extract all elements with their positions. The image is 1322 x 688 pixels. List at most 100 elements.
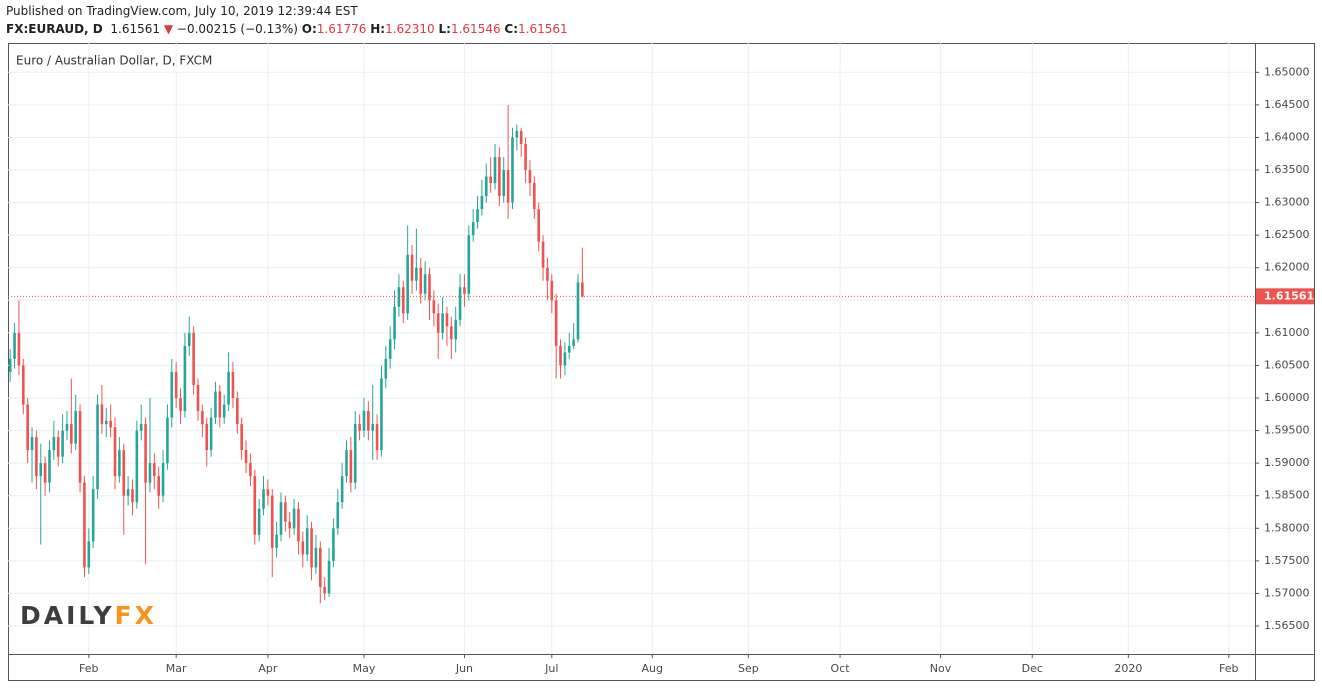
candle-body <box>65 424 69 431</box>
candle-body <box>314 547 318 568</box>
candle-body <box>39 463 43 477</box>
candle-body <box>284 502 287 522</box>
candle-body <box>445 313 449 327</box>
candle-body <box>52 437 56 451</box>
candle-body <box>327 560 331 594</box>
candle-body <box>135 430 139 503</box>
candle-body <box>349 450 353 483</box>
high-label: H: <box>370 22 386 36</box>
y-tick-label: 1.60500 <box>1264 358 1310 371</box>
y-tick-label: 1.59500 <box>1264 424 1310 437</box>
candle-body <box>524 143 527 171</box>
candle-body <box>436 313 440 333</box>
candle-body <box>353 424 357 483</box>
candle-body <box>310 528 313 568</box>
candle-body <box>332 528 335 561</box>
candle-body <box>13 332 16 359</box>
candle-body <box>467 235 471 294</box>
candle-body <box>174 371 178 399</box>
candle-body <box>537 209 540 242</box>
candle-body <box>244 450 248 464</box>
x-tick-label: Dec <box>1022 662 1043 675</box>
x-tick-label: Feb <box>1219 662 1238 675</box>
grid <box>8 43 1255 654</box>
candle-body <box>318 547 322 587</box>
candle-body <box>384 358 388 379</box>
candle-body <box>428 274 431 301</box>
candle-body <box>78 411 82 483</box>
candle-body <box>240 424 243 451</box>
y-tick-label: 1.58000 <box>1264 521 1310 534</box>
candle-body <box>297 508 300 542</box>
watermark: DAILYFX <box>20 601 157 630</box>
candle-body <box>519 130 523 144</box>
candle-body <box>450 326 453 340</box>
candle-body <box>196 384 200 412</box>
x-tick-label: Sep <box>738 662 759 675</box>
y-tick-label: 1.57500 <box>1264 554 1310 567</box>
candle-body <box>209 417 213 451</box>
candle-body <box>388 339 392 359</box>
candle-body <box>26 404 29 451</box>
candle-body <box>415 267 418 281</box>
candle-body <box>17 332 21 366</box>
candle-body <box>567 345 571 353</box>
candle-body <box>214 391 217 418</box>
candle-body <box>275 534 278 548</box>
candle-body <box>131 489 134 503</box>
x-tick-label: Oct <box>831 662 851 675</box>
candle-body <box>484 176 488 197</box>
candle-body <box>340 476 344 503</box>
candle-body <box>463 287 466 294</box>
candle-body <box>454 319 458 340</box>
candle-body <box>91 489 95 542</box>
candle-body <box>401 287 405 314</box>
candle-body <box>506 170 510 203</box>
change: −0.00215 (−0.13%) <box>176 22 298 36</box>
candle-body <box>493 156 497 184</box>
y-tick-label: 1.56500 <box>1264 619 1310 632</box>
candle-body <box>371 424 375 431</box>
candle-body <box>489 176 492 184</box>
published-note: Published on TradingView.com, July 10, 2… <box>6 4 358 18</box>
y-tick-label: 1.63500 <box>1264 163 1310 176</box>
candle-body <box>367 411 370 431</box>
candle-body <box>83 482 86 568</box>
candle-body <box>21 365 25 405</box>
candle-body <box>235 398 239 425</box>
change-arrow: ▼ <box>163 22 174 36</box>
candle-body <box>559 345 562 366</box>
candle-body <box>563 352 567 366</box>
candle-body <box>104 420 108 425</box>
low-value: 1.61546 <box>450 22 501 36</box>
open-value: 1.61776 <box>316 22 367 36</box>
candle-body <box>262 489 265 509</box>
candle-body <box>70 424 73 444</box>
candle-body <box>231 371 235 399</box>
candle-body <box>253 476 257 535</box>
candle-body <box>187 332 191 346</box>
candle-body <box>161 463 165 496</box>
candle-body <box>179 398 182 412</box>
candle-body <box>419 267 423 294</box>
candle-body <box>471 222 475 236</box>
low-label: L: <box>438 22 451 36</box>
candle-body <box>126 489 130 496</box>
candle-body <box>511 137 514 203</box>
candle-body <box>323 586 326 594</box>
y-tick-label: 1.61000 <box>1264 326 1310 339</box>
candle-body <box>305 528 309 555</box>
close-label: C: <box>504 22 519 36</box>
last-price-box <box>1256 288 1314 305</box>
candle-body <box>61 430 64 457</box>
candle-body <box>257 508 261 535</box>
x-tick-label: Jun <box>455 662 473 675</box>
candle-body <box>410 254 414 281</box>
candle-body <box>375 424 379 451</box>
candle-body <box>118 450 121 477</box>
y-tick-label: 1.64000 <box>1264 130 1310 143</box>
x-tick-label: Aug <box>642 662 663 675</box>
candle-body <box>122 450 126 496</box>
candle-body <box>358 424 361 431</box>
